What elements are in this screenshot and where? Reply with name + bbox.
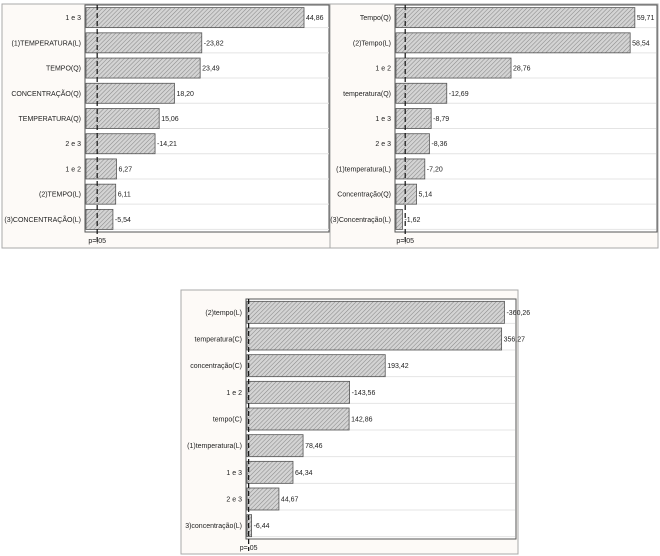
bar [246, 354, 386, 378]
category-label: temperatura(Q) [343, 91, 391, 98]
bar [395, 32, 631, 54]
value-label: 193,42 [387, 363, 409, 370]
value-label: 58,54 [632, 40, 650, 47]
bar [246, 300, 505, 324]
chart-1: 1 e 3 44,86 (1)TEMPERATURA(L) -23,82 TEMPO(Q… [1, 3, 331, 249]
category-label: (2)tempo(L) [205, 310, 242, 317]
value-label: 28,76 [513, 66, 531, 73]
value-label: -14,21 [157, 141, 177, 148]
chart-1-reference-label: p=,05 [88, 238, 106, 245]
chart-3-bars: (2)tempo(L) -360,26 temperatura(C) 356,27 co… [185, 300, 530, 538]
category-label: (1)temperatura(L) [336, 166, 391, 173]
bar [246, 487, 280, 511]
bar [85, 208, 114, 230]
value-label: -12,69 [449, 91, 469, 98]
bar [395, 133, 430, 155]
category-label: 1 e 3 [226, 470, 242, 477]
bar [85, 183, 117, 205]
bar [85, 7, 305, 29]
bar [246, 434, 304, 458]
value-label: -360,26 [506, 310, 530, 317]
value-label: -6,44 [254, 523, 270, 530]
value-label: 59,71 [637, 15, 655, 22]
bar [246, 380, 350, 404]
bar [395, 7, 636, 29]
bar [395, 82, 448, 104]
category-label: 1 e 2 [65, 166, 81, 173]
category-label: concentração(C) [190, 363, 242, 370]
category-label: 1 e 3 [65, 15, 81, 22]
category-label: temperatura(C) [195, 337, 242, 344]
value-label: 44,67 [281, 497, 299, 504]
value-label: -1,62 [404, 217, 420, 224]
value-label: -8,36 [431, 141, 447, 148]
bar [246, 514, 253, 538]
bar [395, 158, 426, 180]
category-label: (1)TEMPERATURA(L) [12, 40, 81, 47]
bar [85, 57, 201, 79]
chart-2: Tempo(Q) 59,71 (2)Tempo(L) 58,54 1 e 2 28,76 t… [329, 3, 659, 249]
value-label: 18,20 [176, 91, 194, 98]
bar [246, 407, 350, 431]
chart-1-bars: 1 e 3 44,86 (1)TEMPERATURA(L) -23,82 TEMPO(Q… [4, 7, 329, 230]
chart-2-bars: Tempo(Q) 59,71 (2)Tempo(L) 58,54 1 e 2 28,76 t… [330, 7, 656, 230]
bar [85, 32, 203, 54]
bar [246, 327, 503, 351]
category-label: Tempo(Q) [360, 15, 391, 22]
value-label: 44,86 [306, 15, 324, 22]
value-label: 78,46 [305, 443, 323, 450]
value-label: -23,82 [204, 40, 224, 47]
bar [85, 82, 175, 104]
bar [85, 133, 156, 155]
bar [85, 108, 160, 129]
chart-2-reference-label: p=,05 [396, 238, 414, 245]
value-label: 142,86 [351, 417, 373, 424]
category-label: TEMPERATURA(Q) [19, 116, 81, 123]
bar [395, 57, 512, 79]
value-label: 64,34 [295, 470, 313, 477]
bar [395, 183, 417, 205]
category-label: (3)Concentração(L) [330, 217, 391, 224]
category-label: 2 e 3 [65, 141, 81, 148]
category-label: TEMPO(Q) [46, 66, 81, 73]
category-label: (2)TEMPO(L) [39, 192, 81, 199]
category-label: (3)CONCENTRAÇÃO(L) [4, 215, 81, 224]
bar [85, 158, 117, 180]
category-label: tempo(C) [213, 417, 242, 424]
value-label: -7,20 [427, 166, 443, 173]
category-label: 2 e 3 [375, 141, 391, 148]
category-label: Concentração(Q) [337, 192, 391, 199]
bar [246, 460, 294, 484]
chart-3: (2)tempo(L) -360,26 temperatura(C) 356,27 co… [180, 289, 530, 555]
value-label: 15,06 [161, 116, 179, 123]
category-label: (1)temperatura(L) [187, 443, 242, 450]
category-label: 1 e 2 [226, 390, 242, 397]
value-label: 6,11 [118, 192, 131, 199]
value-label: 23,49 [202, 66, 220, 73]
chart-3-reference-label: p=,05 [240, 545, 258, 552]
value-label: 6,27 [118, 166, 132, 173]
value-label: -5,54 [115, 217, 131, 224]
category-label: 1 e 2 [375, 66, 391, 73]
category-label: 2 e 3 [226, 497, 242, 504]
category-label: 1 e 3 [375, 116, 391, 123]
category-label: (2)Tempo(L) [353, 40, 391, 47]
value-label: 5,14 [419, 192, 433, 199]
value-label: 356,27 [504, 337, 526, 344]
value-label: -8,79 [433, 116, 449, 123]
value-label: -143,56 [352, 390, 376, 397]
bar [395, 108, 432, 129]
bar [395, 208, 403, 230]
category-label: CONCENTRAÇÃO(Q) [11, 89, 81, 98]
category-label: 3)concentração(L) [185, 523, 242, 530]
